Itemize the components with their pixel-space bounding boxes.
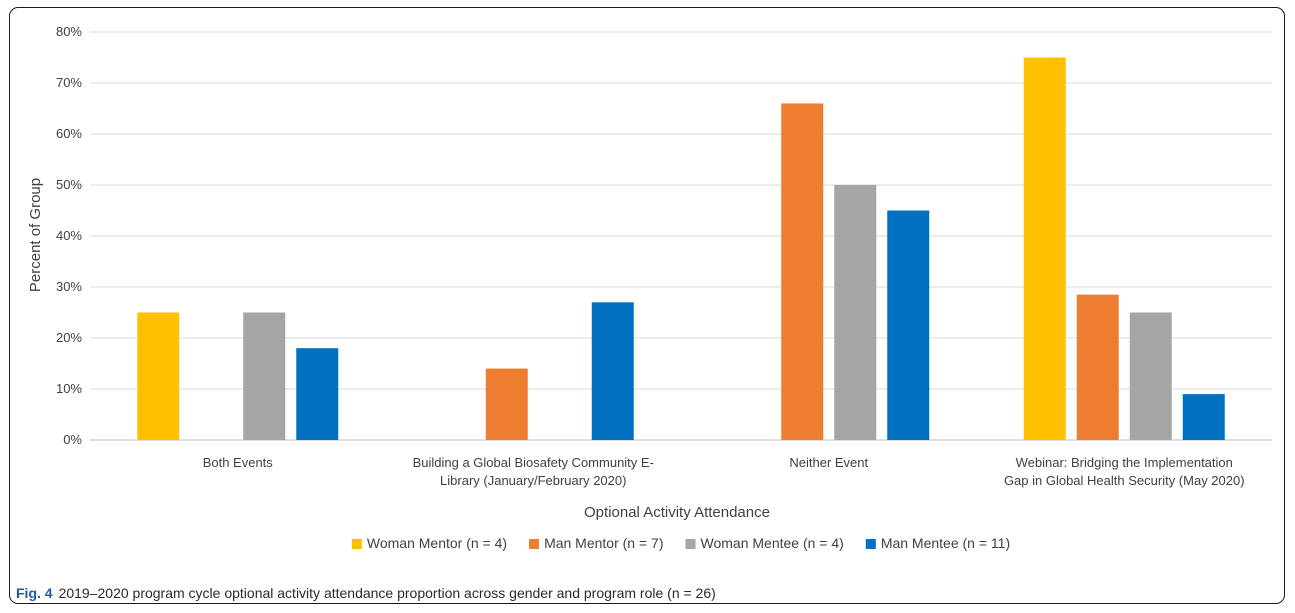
legend-label: Woman Mentee (n = 4) [701,535,844,551]
caption-label: Fig. 4 [16,585,53,601]
y-tick-label: 80% [56,24,82,39]
legend-label: Woman Mentor (n = 4) [367,535,507,551]
legend-swatch [865,539,876,549]
bar [1129,312,1172,440]
y-tick-label: 0% [63,432,82,447]
bar [591,302,634,440]
figure-caption: Fig. 4 2019–2020 program cycle optional a… [16,585,716,601]
x-axis-title: Optional Activity Attendance [584,504,770,521]
y-tick-label: 30% [56,279,82,294]
y-tick-label: 40% [56,228,82,243]
y-tick-label: 50% [56,177,82,192]
bar [887,210,930,440]
bar [243,312,286,440]
x-axis-categories: Both Events Building a Global Biosafety C… [203,455,1245,488]
y-tick-label: 70% [56,75,82,90]
bar [781,103,824,441]
bar [1076,294,1119,440]
bar [485,368,528,440]
bar [1023,57,1066,440]
caption-text: 2019–2020 program cycle optional activit… [58,585,716,601]
gridlines [90,31,1272,441]
y-tick-label: 20% [56,330,82,345]
legend-swatch [685,539,696,549]
bar [137,312,180,440]
chart-frame [9,7,1285,604]
bar [1182,394,1225,440]
legend-swatch [351,539,362,549]
x-category-label: Both Events [203,455,274,470]
legend-swatch [529,539,540,549]
bar [834,185,877,440]
y-axis-title: Percent of Group [27,178,44,292]
bars [137,57,1225,441]
legend-label: Man Mentor (n = 7) [544,535,663,551]
bar [296,348,339,440]
x-category-label: Neither Event [789,455,868,470]
x-category-label: Webinar: Bridging the Implementation Gap … [1004,455,1245,488]
y-tick-label: 60% [56,126,82,141]
y-tick-label: 10% [56,381,82,396]
legend: Woman Mentor (n = 4) Man Mentor (n = 7) Wo… [351,535,1010,551]
x-category-label: Building a Global Biosafety Community E-… [413,455,654,488]
y-axis-ticks: 0% 10% 20% 30% 40% 50% 60% 70% 80% [56,24,82,447]
legend-label: Man Mentee (n = 11) [881,535,1010,551]
